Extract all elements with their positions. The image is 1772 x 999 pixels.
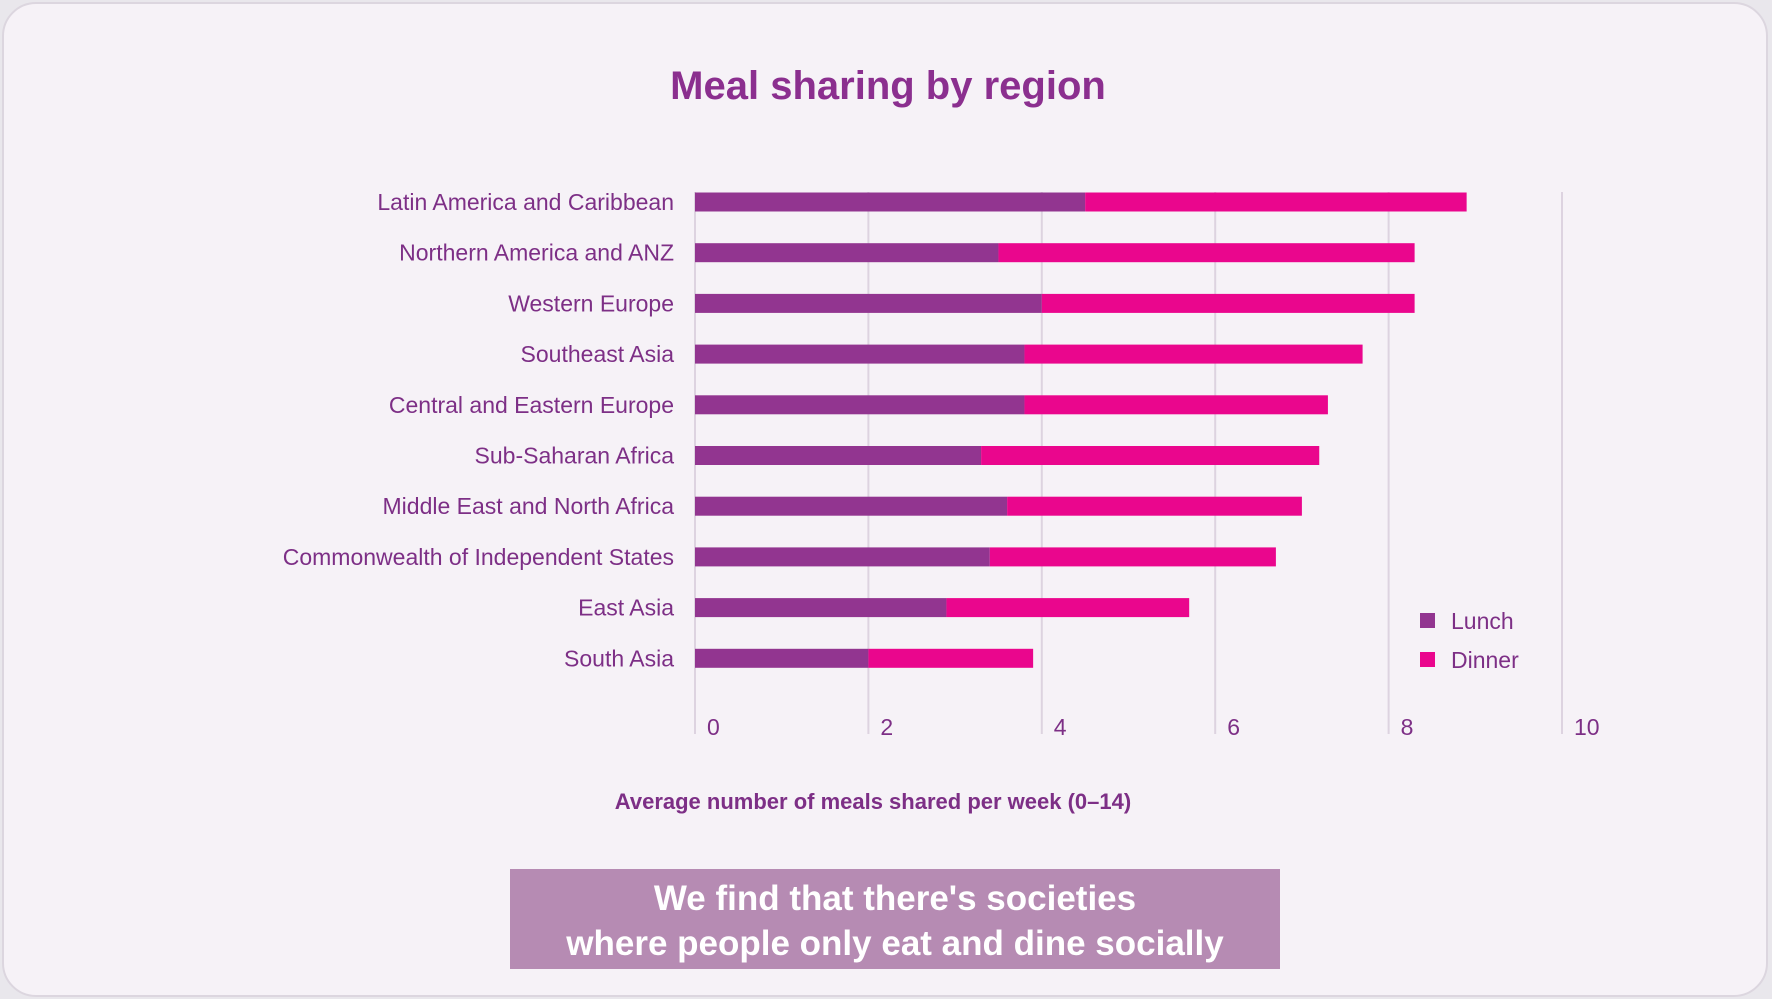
lunch-bar <box>695 547 990 567</box>
stacked-bar-chart: 0 2 4 6 8 10 Latin America and Caribbean Northe… <box>283 189 1600 740</box>
category-label: East Asia <box>578 595 674 621</box>
dinner-bar <box>1024 395 1328 415</box>
x-tick-label: 8 <box>1401 714 1414 740</box>
lunch-bar <box>695 598 947 618</box>
subtitle-caption: We find that there's societies where peo… <box>510 869 1280 969</box>
category-label: Western Europe <box>508 290 674 316</box>
lunch-bar <box>695 648 869 668</box>
category-label: Latin America and Caribbean <box>377 189 674 215</box>
legend-label-dinner: Dinner <box>1451 647 1519 673</box>
lunch-bar <box>695 243 999 263</box>
lunch-bar <box>695 192 1086 212</box>
legend-swatch-lunch <box>1420 613 1435 628</box>
legend-label-lunch: Lunch <box>1451 608 1514 634</box>
x-axis-label: Average number of meals shared per week … <box>614 789 1132 814</box>
x-tick-label: 6 <box>1227 714 1240 740</box>
lunch-bar <box>695 344 1025 364</box>
dinner-bar <box>1041 293 1415 313</box>
category-label: Southeast Asia <box>521 341 675 367</box>
category-label: Northern America and ANZ <box>399 240 674 266</box>
caption-line-1: We find that there's societies <box>653 879 1137 918</box>
category-label: South Asia <box>564 645 674 671</box>
category-label: Commonwealth of Independent States <box>283 544 674 570</box>
x-tick-label: 2 <box>880 714 893 740</box>
chart-title: Meal sharing by region <box>670 64 1106 108</box>
caption-line-2: where people only eat and dine socially <box>566 924 1224 963</box>
dinner-bar <box>868 648 1034 668</box>
category-label: Middle East and North Africa <box>383 493 675 519</box>
legend-swatch-dinner <box>1420 652 1435 667</box>
dinner-bar <box>989 547 1276 567</box>
lunch-bar <box>695 395 1025 415</box>
category-label: Central and Eastern Europe <box>389 392 674 418</box>
lunch-bar <box>695 293 1042 313</box>
dinner-bar <box>1007 496 1302 516</box>
dinner-bar <box>1024 344 1363 364</box>
x-tick-label: 4 <box>1054 714 1067 740</box>
dinner-bar <box>981 446 1320 465</box>
dinner-bar <box>1085 192 1467 212</box>
lunch-bar <box>695 446 982 465</box>
dinner-bar <box>946 598 1190 618</box>
category-label: Sub-Saharan Africa <box>475 443 675 469</box>
lunch-bar <box>695 496 1008 516</box>
dinner-bar <box>998 243 1415 263</box>
x-tick-label: 0 <box>707 714 720 740</box>
x-tick-label: 10 <box>1574 714 1600 740</box>
